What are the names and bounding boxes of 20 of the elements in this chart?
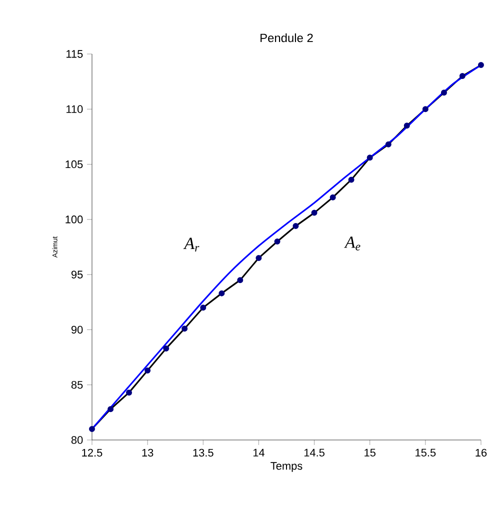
x-tick-label: 13.5 <box>193 448 214 457</box>
y-tick-label: 80 <box>71 436 83 444</box>
y-tick-label: 90 <box>71 326 83 334</box>
chart-title: Pendule 2 <box>260 33 313 42</box>
y-tick-label: 95 <box>71 270 83 278</box>
x-tick-label: 14.5 <box>304 448 324 456</box>
x-tick-label: 13 <box>142 448 154 457</box>
y-tick-label: 110 <box>66 105 83 114</box>
y-tick-label: 115 <box>66 50 83 58</box>
x-axis-title: Temps <box>270 462 302 472</box>
annotation: A$_{e}$ <box>344 236 360 250</box>
y-tick-label: 85 <box>71 380 83 389</box>
x-tick-label: 15.5 <box>416 448 436 456</box>
y-tick-label: 105 <box>66 160 83 168</box>
y-tick-label: 100 <box>66 216 83 224</box>
x-tick-label: 16 <box>476 448 487 457</box>
x-tick-label: 12.5 <box>82 448 102 457</box>
x-tick-label: 15 <box>364 448 376 456</box>
x-tick-label: 14 <box>253 448 264 456</box>
annotation: A$_{r}$ <box>183 238 200 252</box>
